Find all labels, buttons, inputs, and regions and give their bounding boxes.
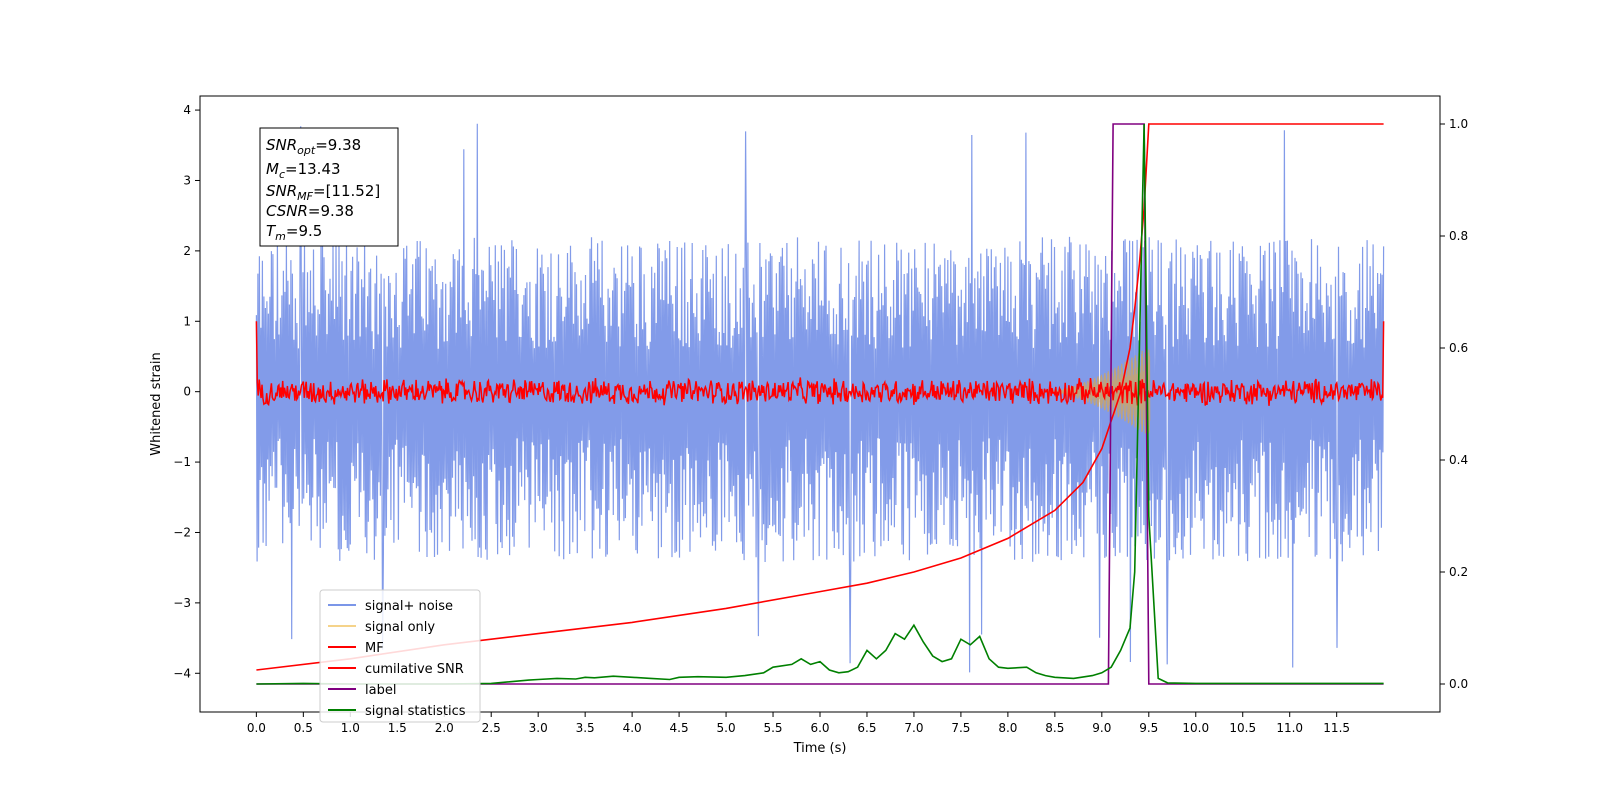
- legend-entry: cumilative SNR: [365, 662, 464, 677]
- x-tick-label: 10.5: [1229, 721, 1256, 735]
- y-tick-label: −4: [173, 666, 191, 680]
- y-tick-label: 2: [183, 244, 191, 258]
- y-tick-label: −3: [173, 596, 191, 610]
- y2-tick-label: 0.6: [1449, 341, 1468, 355]
- x-tick-label: 0.0: [247, 721, 266, 735]
- series-mf: [255, 321, 1385, 407]
- y2-tick-label: 1.0: [1449, 117, 1468, 131]
- legend-frame: [319, 589, 481, 723]
- y-tick-label: 1: [183, 314, 191, 328]
- x-tick-label: 11.0: [1276, 721, 1303, 735]
- x-axis-label: Time (s): [793, 741, 847, 756]
- x-tick-label: 6.5: [857, 721, 876, 735]
- x-tick-label: 3.5: [576, 721, 595, 735]
- annotation-snr-opt: SNRopt=9.38: [266, 136, 361, 157]
- y-axis-label: Whitened strain: [149, 352, 164, 455]
- y2-tick-label: 0.0: [1449, 677, 1468, 691]
- y-tick-label: 0: [183, 385, 191, 399]
- y-axis-left: 4 3 2 1 0 −1 −2 −3 −4: [173, 103, 200, 680]
- x-tick-label: 6.0: [810, 721, 829, 735]
- x-tick-label: 5.0: [717, 721, 736, 735]
- x-tick-label: 4.0: [623, 721, 642, 735]
- x-tick-label: 10.0: [1182, 721, 1209, 735]
- x-tick-label: 7.0: [904, 721, 923, 735]
- legend-entry: signal statistics: [365, 704, 466, 719]
- y-tick-label: 4: [183, 103, 191, 117]
- legend-entry: MF: [365, 641, 384, 656]
- annotation-mc: Mc=13.43: [266, 160, 341, 181]
- legend-entry: signal+ noise: [365, 599, 453, 614]
- x-axis: 0.0 0.5 1.0 1.5 2.0 2.5 3.0 3.5 4.0 4.5 5.0 5.5 6.0 6…: [247, 712, 1350, 735]
- series-cumulative-snr: [256, 123, 1384, 671]
- y2-tick-label: 0.4: [1449, 453, 1468, 467]
- series-signal-statistics: [256, 123, 1384, 685]
- x-tick-label: 3.0: [529, 721, 548, 735]
- legend-entry: label: [365, 683, 396, 698]
- y2-tick-label: 0.2: [1449, 565, 1468, 579]
- x-tick-label: 2.5: [482, 721, 501, 735]
- annotation-tm: Tm=9.5: [266, 222, 322, 243]
- x-tick-label: 11.5: [1323, 721, 1350, 735]
- y-tick-label: −1: [173, 455, 191, 469]
- stats-annotation-box: SNRopt=9.38 Mc=13.43 SNRMF=[11.52] CSNR=…: [259, 127, 399, 247]
- x-tick-label: 5.5: [763, 721, 782, 735]
- y2-tick-label: 0.8: [1449, 229, 1468, 243]
- y-tick-label: −2: [173, 525, 191, 539]
- x-tick-label: 7.5: [951, 721, 970, 735]
- y-tick-label: 3: [183, 173, 191, 187]
- x-tick-label: 9.0: [1092, 721, 1111, 735]
- legend-entry: signal only: [365, 620, 435, 635]
- annotation-snr-mf: SNRMF=[11.52]: [266, 182, 380, 203]
- x-tick-label: 0.5: [294, 721, 313, 735]
- legend: signal+ noise signal only MF cumilative SNR…: [319, 589, 481, 723]
- x-tick-label: 2.0: [435, 721, 454, 735]
- x-tick-label: 4.5: [670, 721, 689, 735]
- x-tick-label: 8.0: [998, 721, 1017, 735]
- x-tick-label: 8.5: [1045, 721, 1064, 735]
- series-signal-noise: [255, 123, 1385, 673]
- annotation-frame: [259, 127, 399, 247]
- x-tick-label: 1.5: [388, 721, 407, 735]
- annotation-csnr: CSNR=9.38: [266, 202, 354, 220]
- x-tick-label: 1.0: [341, 721, 360, 735]
- x-tick-label: 9.5: [1139, 721, 1158, 735]
- y-axis-right: 0.0 0.2 0.4 0.6 0.8 1.0: [1440, 117, 1468, 691]
- series-layer: [255, 123, 1385, 685]
